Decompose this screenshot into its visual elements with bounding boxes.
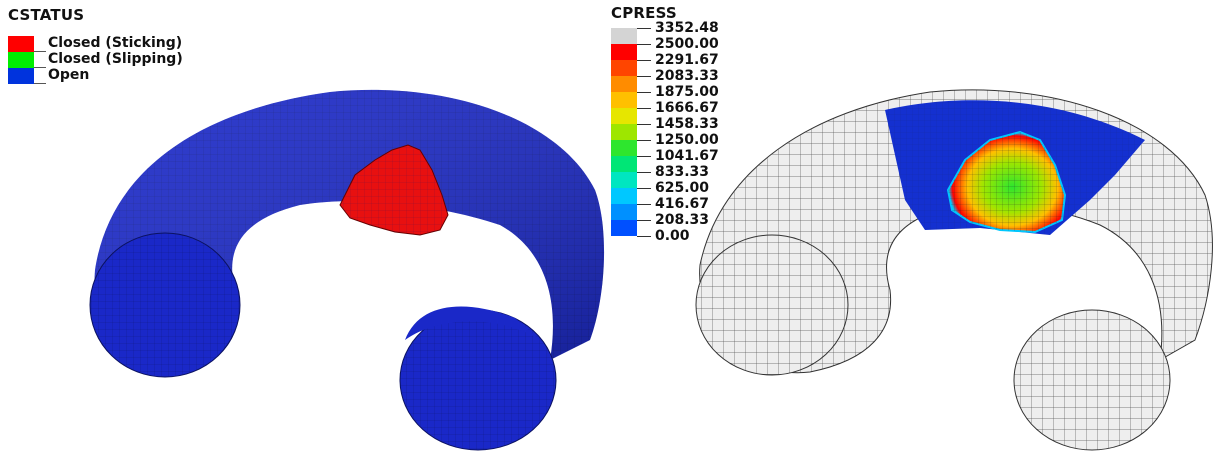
cstatus-title: CSTATUS [8, 6, 85, 24]
colorbar-band [611, 28, 637, 44]
cpress-title: CPRESS [611, 4, 677, 22]
colorbar-tick [637, 124, 651, 125]
open-swatch [8, 68, 34, 84]
right-end-mesh [1014, 310, 1170, 450]
legend-label-sticking: Closed (Sticking) [48, 35, 183, 51]
colorbar-label: 3352.48 [655, 20, 719, 36]
colorbar-tick [637, 156, 651, 157]
colorbar-band [611, 188, 637, 204]
colorbar-label: 833.33 [655, 164, 710, 180]
colorbar-band [611, 44, 637, 60]
slipping-swatch [8, 52, 34, 68]
colorbar-band [611, 220, 637, 236]
cpress-model [695, 89, 1213, 451]
colorbar-band [611, 172, 637, 188]
colorbar-tick [637, 44, 651, 45]
colorbar-tick [637, 60, 651, 61]
right-tube-side [405, 306, 540, 340]
colorbar-band [611, 156, 637, 172]
legend-tick [34, 83, 46, 84]
colorbar-tick [637, 76, 651, 77]
legend-tick [34, 67, 46, 68]
sticking-swatch [8, 36, 34, 52]
colorbar-label: 2500.00 [655, 36, 719, 52]
colorbar-band [611, 108, 637, 124]
colorbar-label: 2083.33 [655, 68, 719, 84]
cpress-colorbar: 3352.48 2500.00 2291.67 2083.33 1875.00 1666.… [611, 20, 719, 244]
colorbar-label: 1250.00 [655, 132, 719, 148]
legend-tick [34, 51, 46, 52]
legend-label-slipping: Closed (Slipping) [48, 51, 183, 67]
torus-body [695, 89, 1213, 451]
legend-label-open: Open [48, 67, 90, 83]
colorbar-label: 208.33 [655, 212, 710, 228]
colorbar-tick [637, 188, 651, 189]
colorbar-band [611, 140, 637, 156]
colorbar-tick [637, 220, 651, 221]
colorbar-band [611, 92, 637, 108]
colorbar-band [611, 76, 637, 92]
colorbar-label: 1875.00 [655, 84, 719, 100]
sticking-region-mesh [340, 145, 448, 235]
colorbar-band [611, 124, 637, 140]
left-end-mesh [696, 235, 848, 375]
colorbar-label: 416.67 [655, 196, 710, 212]
colorbar-band [611, 60, 637, 76]
torus-body [89, 89, 605, 451]
right-end-mesh [400, 310, 556, 450]
colorbar-tick [637, 204, 651, 205]
pressure-mesh [948, 132, 1065, 232]
colorbar-label: 625.00 [655, 180, 710, 196]
cstatus-model [89, 89, 605, 451]
colorbar-band [611, 204, 637, 220]
colorbar-label: 0.00 [655, 228, 690, 244]
colorbar-tick [637, 236, 651, 237]
colorbar-label: 1666.67 [655, 100, 719, 116]
colorbar-label: 2291.67 [655, 52, 719, 68]
colorbar-tick [637, 172, 651, 173]
colorbar-tick [637, 140, 651, 141]
left-end-mesh [90, 233, 240, 377]
colorbar-label: 1458.33 [655, 116, 719, 132]
colorbar-tick [637, 92, 651, 93]
colorbar-tick [637, 28, 651, 29]
colorbar-tick [637, 108, 651, 109]
colorbar-label: 1041.67 [655, 148, 719, 164]
